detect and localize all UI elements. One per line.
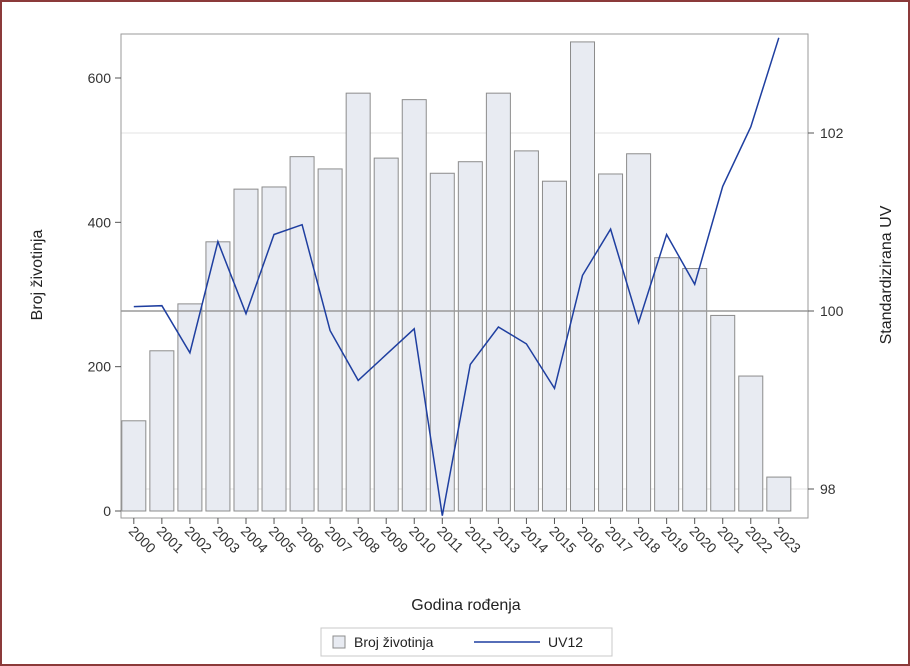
bar-2014 (513, 150, 539, 512)
y-tick-label-600: 600 (88, 70, 112, 86)
bar-2003 (205, 241, 231, 512)
bar-2007 (317, 168, 343, 512)
y2-tick-label-100: 100 (820, 303, 844, 319)
x-axis-title: Godina rođenja (411, 597, 521, 614)
bar-2021 (710, 314, 736, 512)
x-tick-label-2021: 2021 (715, 523, 748, 556)
y2-tick-label-102: 102 (820, 125, 844, 141)
x-tick-label-2007: 2007 (322, 523, 355, 556)
x-tick-label-2015: 2015 (546, 523, 579, 556)
y-tick-label-0: 0 (103, 503, 111, 519)
x-tick-label-2016: 2016 (574, 523, 607, 556)
x-tick-label-2022: 2022 (743, 523, 776, 556)
bar-2000 (121, 420, 147, 512)
bar-2009 (373, 157, 399, 512)
plot-area-frame (120, 33, 809, 519)
x-tick-label-2004: 2004 (238, 523, 271, 556)
bar-2020 (682, 268, 708, 512)
x-tick-label-2012: 2012 (462, 523, 495, 556)
bar-2019 (654, 257, 680, 512)
legend-bar-label: Broj životinja (354, 634, 434, 650)
x-tick-label-2014: 2014 (518, 523, 551, 556)
bar-2012 (457, 161, 483, 512)
x-axis: 2000200120022003200420052006200720082009… (126, 518, 804, 556)
bar-2022 (738, 375, 764, 512)
bar-2011 (429, 172, 455, 512)
legend-box (320, 627, 613, 657)
legend: Broj životinja UV12 (320, 627, 613, 657)
bar-2002 (177, 303, 203, 512)
y2-tick-label-98: 98 (820, 481, 836, 497)
legend-line-label: UV12 (548, 634, 583, 650)
x-tick-label-2011: 2011 (434, 523, 467, 556)
left-axis: 0 200 400 600 (88, 70, 121, 519)
bar-2023 (766, 476, 792, 512)
bar-2005 (261, 186, 287, 512)
x-tick-label-2002: 2002 (182, 523, 215, 556)
x-tick-label-2017: 2017 (602, 523, 635, 556)
bar-2017 (598, 173, 624, 512)
bar-2004 (233, 188, 259, 512)
bar-2013 (485, 92, 511, 512)
x-tick-label-2019: 2019 (659, 523, 692, 556)
y-axis-title: Broj životinja (29, 230, 46, 321)
x-tick-label-2006: 2006 (294, 523, 327, 556)
x-tick-label-2008: 2008 (350, 523, 383, 556)
bars-layer (121, 41, 792, 512)
x-tick-label-2000: 2000 (126, 523, 159, 556)
x-tick-label-2013: 2013 (490, 523, 523, 556)
bar-2001 (149, 350, 175, 512)
x-tick-label-2023: 2023 (771, 523, 804, 556)
y-tick-label-200: 200 (88, 359, 112, 375)
y2-axis-title: Standardizirana UV (878, 205, 895, 344)
uv12-line (133, 37, 780, 516)
bar-2018 (626, 153, 652, 512)
x-tick-label-2003: 2003 (210, 523, 243, 556)
y-tick-label-400: 400 (88, 214, 112, 230)
bar-2010 (401, 99, 427, 512)
x-tick-label-2018: 2018 (630, 523, 663, 556)
x-tick-label-2001: 2001 (154, 523, 187, 556)
x-tick-label-2005: 2005 (266, 523, 299, 556)
bar-2015 (541, 180, 567, 512)
x-tick-label-2020: 2020 (687, 523, 720, 556)
bar-2006 (289, 156, 315, 512)
bar-2008 (345, 92, 371, 512)
legend-bar-swatch (332, 635, 346, 649)
x-tick-label-2009: 2009 (378, 523, 411, 556)
x-tick-label-2010: 2010 (406, 523, 439, 556)
right-axis: 98 100 102 (808, 125, 844, 497)
